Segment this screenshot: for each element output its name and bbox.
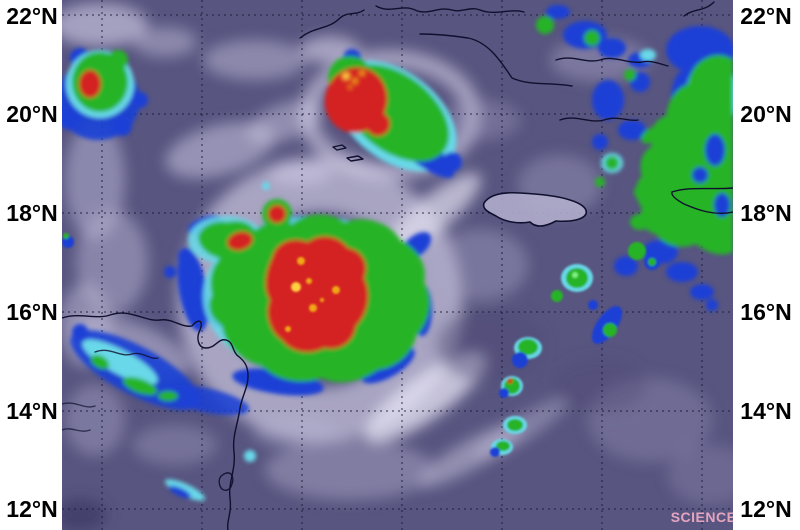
map-area: SCIENCEAQ.COM — [62, 0, 797, 530]
coastline-southamerica — [62, 312, 249, 530]
right-margin — [733, 0, 800, 530]
lat-label-right-16n: 16°N — [740, 299, 791, 325]
lat-label-right-20n: 20°N — [740, 101, 791, 127]
lat-label-left-22n: 22°N — [6, 3, 57, 29]
lat-label-left-20n: 20°N — [6, 101, 57, 127]
hurricane-main — [164, 199, 432, 396]
latitude-labels-right: 22°N 20°N 18°N 16°N 14°N 12°N — [740, 3, 791, 522]
latitude-labels-left: 22°N 20°N 18°N 16°N 14°N 12°N — [6, 3, 57, 522]
lat-label-right-12n: 12°N — [740, 496, 791, 522]
coastline-hispaniola — [555, 57, 669, 67]
lat-label-right-18n: 18°N — [740, 200, 791, 226]
coastline-jamaica — [482, 191, 588, 227]
storm-cell-topcenter — [324, 49, 462, 178]
lat-label-right-14n: 14°N — [740, 398, 791, 424]
storm-system-right — [536, 5, 733, 311]
lat-label-left-14n: 14°N — [6, 398, 57, 424]
left-margin — [0, 0, 62, 530]
lat-label-left-18n: 18°N — [6, 200, 57, 226]
coastlines — [62, 1, 733, 530]
lat-label-left-16n: 16°N — [6, 299, 57, 325]
watermark-text: SCIENCEAQ.COM — [671, 509, 797, 525]
small-cells-bottomcenter — [490, 376, 527, 457]
small-cells-midright — [512, 242, 660, 368]
coastline-cuba — [299, 9, 365, 39]
lat-label-left-12n: 12°N — [6, 496, 57, 522]
hurricane-yellow-cores — [285, 257, 340, 332]
coastline-caymans — [332, 144, 364, 162]
storm-cell-topleft — [62, 48, 148, 248]
lat-label-right-22n: 22°N — [740, 3, 791, 29]
